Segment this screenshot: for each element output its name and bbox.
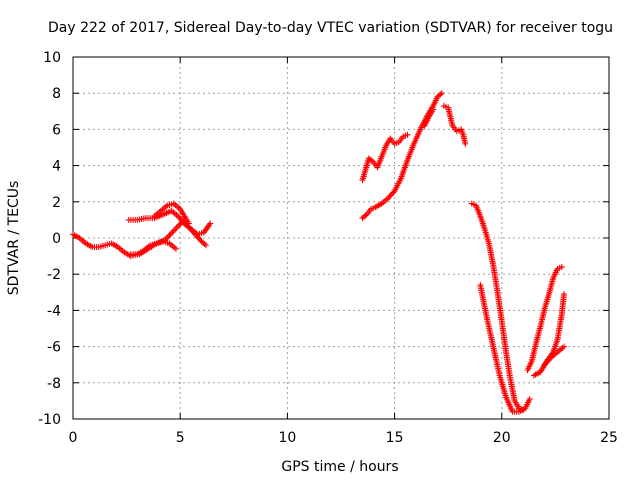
data-point	[560, 291, 567, 298]
data-point	[546, 355, 553, 362]
data-point	[438, 90, 445, 97]
data-point	[175, 213, 182, 220]
grid	[73, 57, 609, 419]
data-point	[197, 237, 204, 244]
chart-title: Day 222 of 2017, Sidereal Day-to-day VTE…	[48, 20, 613, 36]
data-marks	[70, 90, 567, 415]
y-tick-label: -10	[38, 412, 61, 428]
data-point	[368, 157, 375, 164]
data-point	[387, 192, 394, 199]
y-tick-label: -8	[47, 376, 61, 392]
x-tick-label: 15	[386, 430, 404, 446]
data-point	[196, 235, 203, 242]
y-tick-label: 8	[52, 86, 61, 102]
y-tick-label: 10	[43, 50, 61, 66]
data-point	[404, 131, 411, 138]
data-point	[437, 91, 444, 98]
y-tick-label: -2	[47, 267, 61, 283]
data-point	[362, 212, 369, 219]
data-point	[526, 396, 533, 403]
x-tick-label: 10	[278, 430, 296, 446]
data-point	[545, 357, 552, 364]
data-point	[190, 229, 197, 236]
data-point	[176, 214, 183, 221]
data-point	[207, 220, 214, 227]
data-point	[386, 193, 393, 200]
data-point	[390, 189, 397, 196]
data-point	[172, 245, 179, 252]
y-tick-label: 6	[52, 122, 61, 138]
data-point	[201, 241, 208, 248]
data-point	[541, 361, 548, 368]
y-tick-label: 0	[52, 231, 61, 247]
y-tick-label: 4	[52, 159, 61, 175]
data-point	[185, 224, 192, 231]
data-point	[430, 106, 437, 113]
data-point	[189, 228, 196, 235]
data-point	[544, 358, 551, 365]
y-tick-label: 2	[52, 195, 61, 211]
data-point	[385, 195, 392, 202]
data-point	[389, 190, 396, 197]
data-point	[542, 360, 549, 367]
y-axis-label: SDTVAR / TECUs	[6, 181, 22, 296]
x-tick-label: 5	[176, 430, 185, 446]
y-tick-label: -4	[47, 303, 61, 319]
data-point	[558, 263, 565, 270]
data-point	[560, 343, 567, 350]
data-point	[187, 225, 194, 232]
data-point	[188, 227, 195, 234]
x-tick-label: 25	[600, 430, 618, 446]
y-tick-label: -6	[47, 340, 61, 356]
data-point	[192, 231, 199, 238]
axis-ticks: 0 5 10 15 20 25 -10 -8 -6 -4 -2 0 2 4 6 8 10	[38, 50, 618, 446]
data-point	[193, 232, 200, 239]
data-point	[462, 140, 469, 147]
x-tick-label: 0	[69, 430, 78, 446]
data-point	[194, 234, 201, 241]
x-axis-label: GPS time / hours	[281, 459, 398, 475]
data-point	[202, 242, 209, 249]
x-tick-label: 20	[493, 430, 511, 446]
